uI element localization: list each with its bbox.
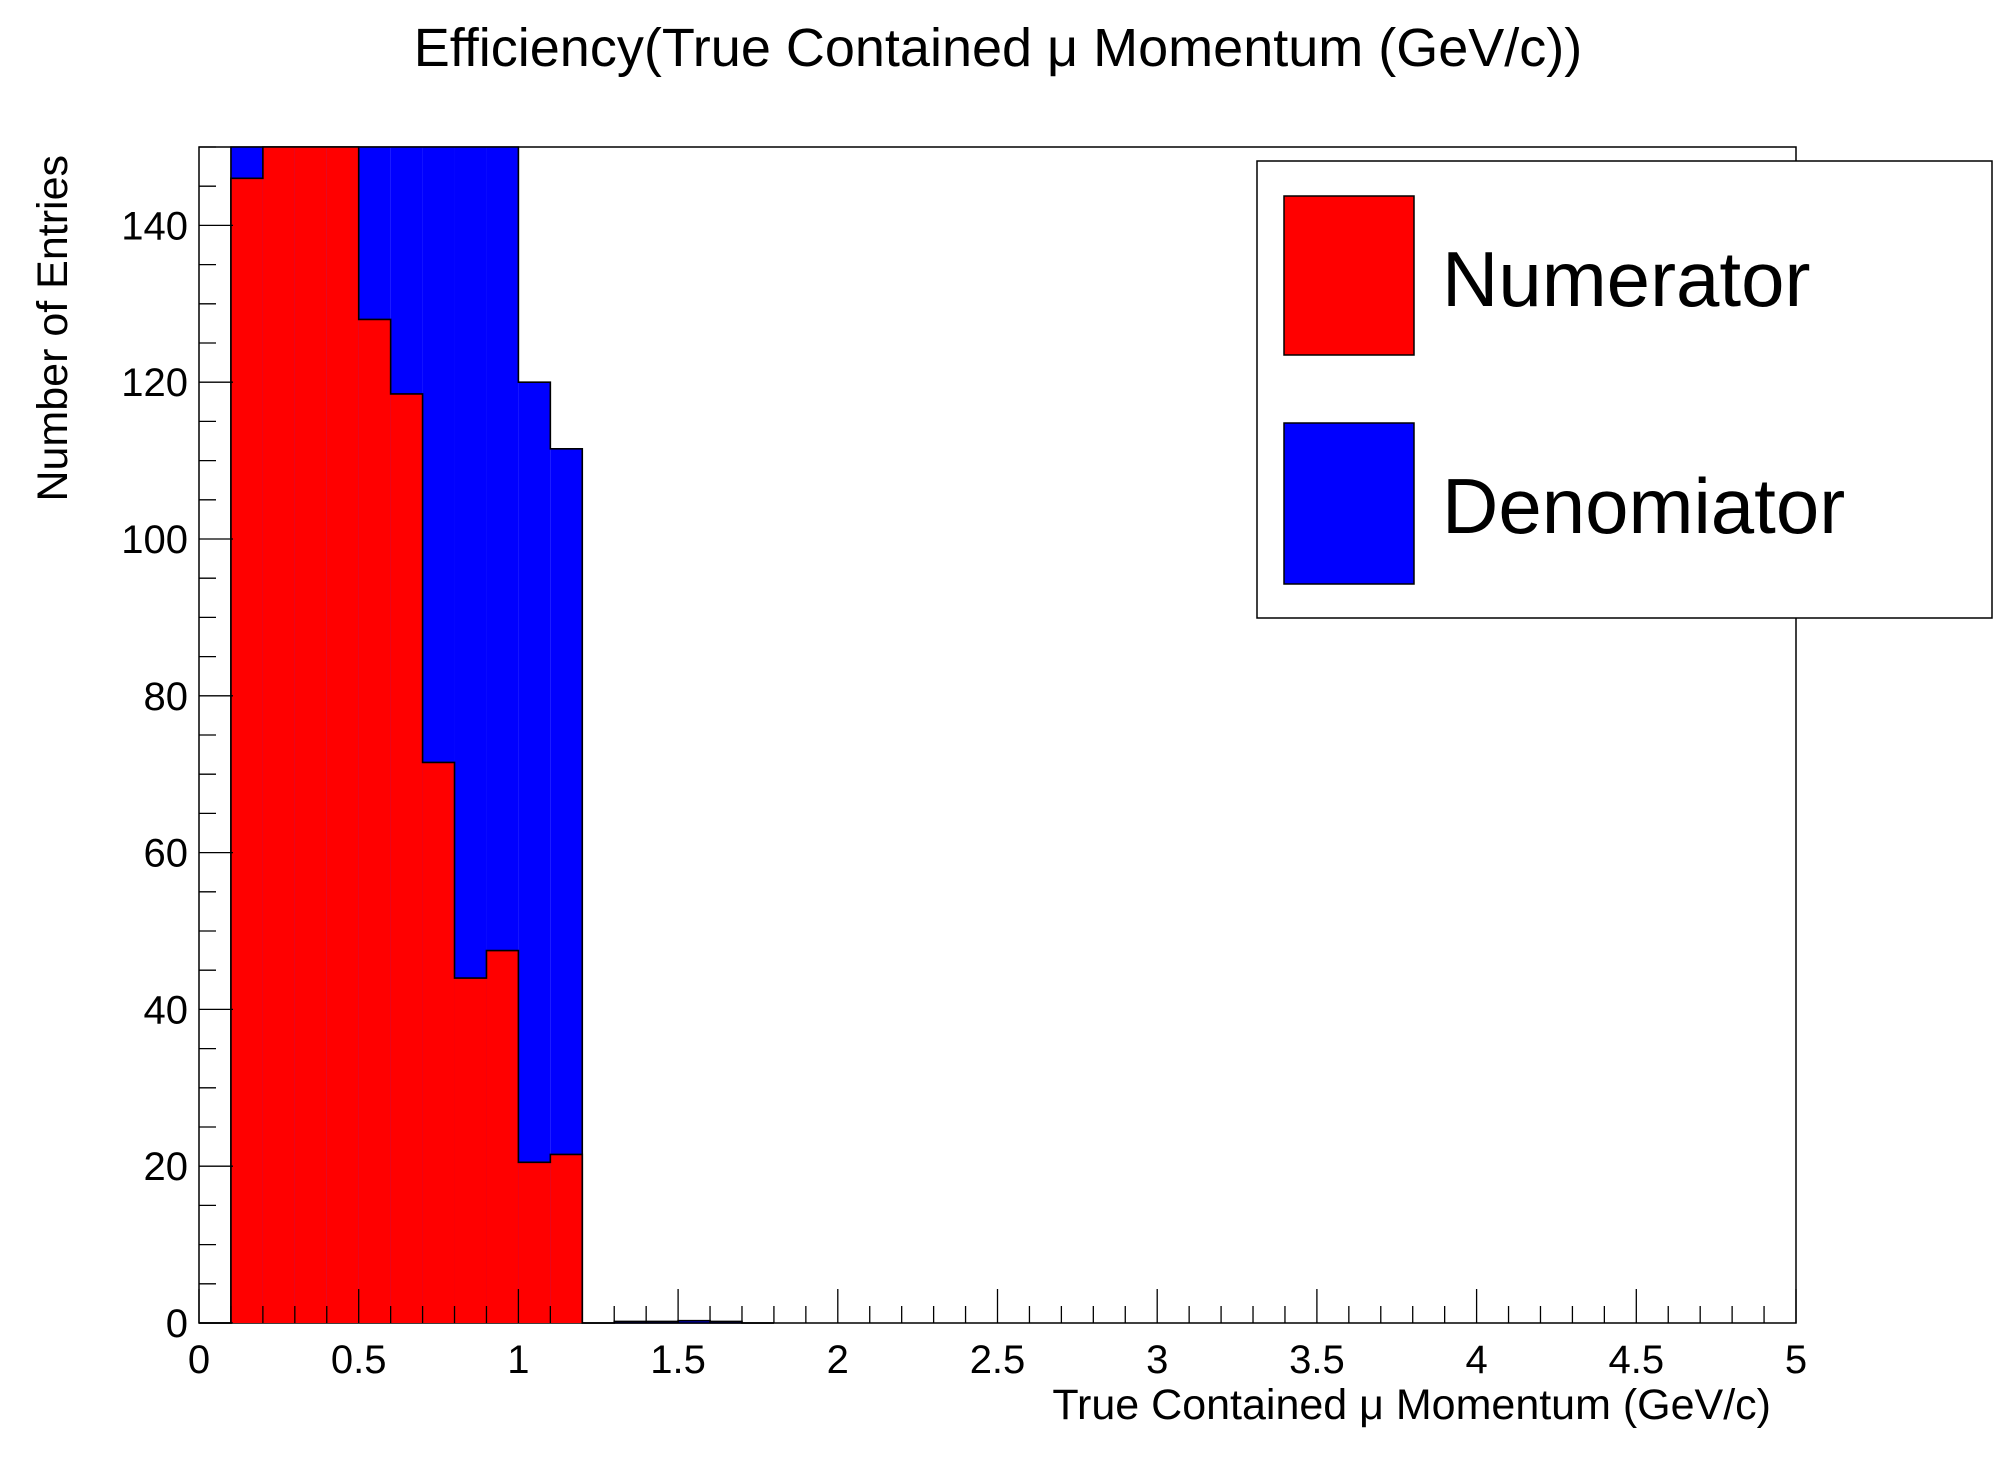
bar-numerator-6	[390, 393, 423, 1324]
bar-numerator-7	[422, 762, 455, 1323]
x-tick-label: 4.5	[1608, 1338, 1664, 1382]
bar-numerator-4	[326, 147, 359, 1323]
axes	[198, 146, 1797, 1324]
x-tick-label: 5	[1785, 1338, 1807, 1382]
x-tick-label: 3.5	[1289, 1338, 1345, 1382]
x-tick-label: 3	[1146, 1338, 1168, 1382]
bar-numerator-9	[486, 950, 519, 1323]
bar-denomiator-15	[678, 1320, 711, 1323]
legend-swatch-denominator	[1283, 422, 1415, 585]
y-tick-label: 120	[121, 361, 188, 405]
x-tick-label: 2	[827, 1338, 849, 1382]
x-tick-label: 2.5	[970, 1338, 1026, 1382]
bar-numerator-10	[518, 1162, 551, 1323]
y-tick-label: 20	[144, 1145, 189, 1189]
bar-numerator-5	[358, 319, 391, 1324]
bar-numerator-3	[294, 147, 327, 1323]
legend-label-denominator: Denomiator	[1442, 462, 1845, 550]
y-tick-label: 60	[144, 832, 189, 876]
y-tick-label: 80	[144, 675, 189, 719]
y-axis-title: Number of Entries	[29, 155, 77, 502]
x-tick-label: 0.5	[331, 1338, 387, 1382]
y-tick-labels: 0 20 40 60 80 100 120 140	[121, 204, 188, 1346]
bar-numerator-8	[454, 978, 487, 1323]
x-tick-label: 0	[188, 1338, 210, 1382]
chart-title: Efficiency(True Contained μ Momentum (Ge…	[414, 18, 1583, 78]
legend: Numerator Denomiator	[1256, 160, 1993, 619]
x-tick-label: 4	[1465, 1338, 1487, 1382]
numerator-bars	[199, 146, 774, 1324]
bar-numerator-1	[230, 178, 263, 1324]
legend-swatch-numerator	[1283, 195, 1415, 356]
y-tick-label: 100	[121, 518, 188, 562]
y-tick-label: 140	[121, 204, 188, 248]
legend-label-numerator: Numerator	[1442, 235, 1810, 323]
y-tick-label: 0	[166, 1302, 188, 1346]
x-tick-label: 1.5	[650, 1338, 706, 1382]
x-tick-label: 1	[507, 1338, 529, 1382]
x-axis-title: True Contained μ Momentum (GeV/c)	[1052, 1381, 1771, 1429]
bar-numerator-11	[550, 1154, 583, 1323]
x-tick-labels: 0 0.5 1 1.5 2 2.5 3 3.5 4 4.5 5	[188, 1338, 1807, 1382]
outline-numerator	[199, 146, 774, 1324]
y-tick-label: 40	[144, 988, 189, 1032]
bar-numerator-2	[262, 147, 295, 1323]
